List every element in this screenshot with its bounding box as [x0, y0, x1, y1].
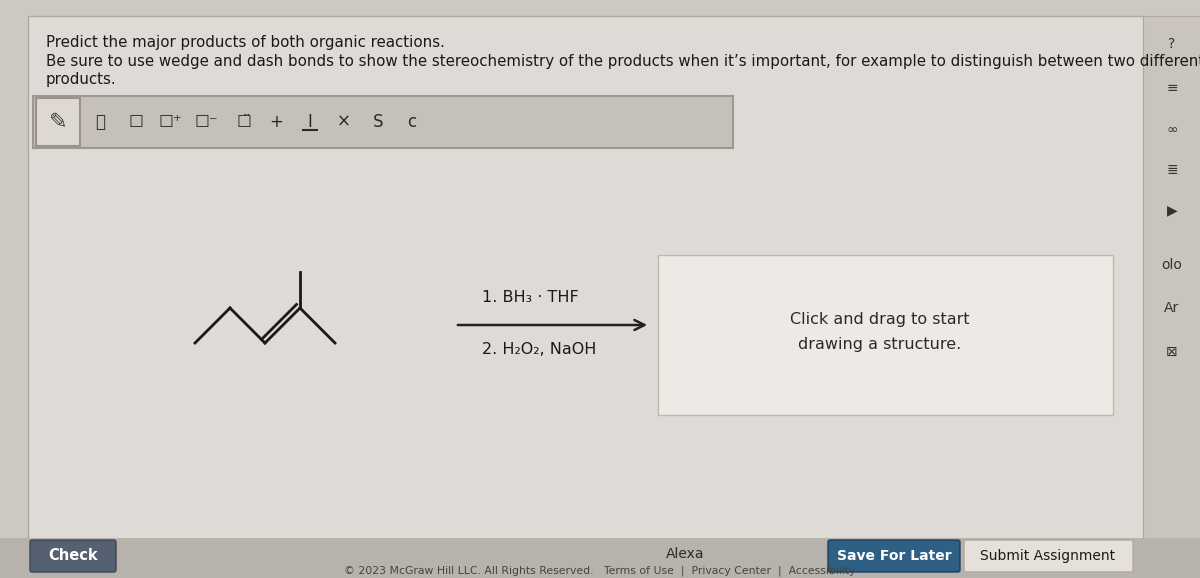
Bar: [658, 255, 1114, 415]
Text: Submit Assignment: Submit Assignment: [980, 549, 1116, 563]
Text: Check: Check: [48, 549, 98, 564]
Text: c: c: [408, 113, 416, 131]
FancyBboxPatch shape: [964, 540, 1133, 572]
Text: S: S: [373, 113, 383, 131]
Text: ?: ?: [1169, 37, 1176, 51]
Text: ∞: ∞: [1166, 123, 1177, 137]
Text: © 2023 McGraw Hill LLC. All Rights Reserved.   Terms of Use  |  Privacy Center  : © 2023 McGraw Hill LLC. All Rights Reser…: [344, 566, 856, 576]
Bar: [0, 538, 1200, 578]
Text: Click and drag to start
drawing a structure.: Click and drag to start drawing a struct…: [790, 312, 970, 352]
Text: ☐⁻: ☐⁻: [194, 113, 218, 131]
Text: Ar: Ar: [1164, 301, 1180, 315]
Text: olo: olo: [1162, 258, 1182, 272]
Text: ▶: ▶: [1166, 203, 1177, 217]
Bar: [1142, 16, 1200, 548]
Text: +: +: [269, 113, 283, 131]
Text: Save For Later: Save For Later: [836, 549, 952, 563]
Text: ≣: ≣: [1166, 163, 1178, 177]
Bar: [36, 98, 80, 146]
Text: ≡: ≡: [1166, 81, 1178, 95]
Text: ✋: ✋: [95, 113, 106, 131]
Text: ☐⁺: ☐⁺: [158, 113, 182, 131]
FancyBboxPatch shape: [828, 540, 960, 572]
Text: 2. H₂O₂, NaOH: 2. H₂O₂, NaOH: [482, 342, 596, 357]
Text: ⊠: ⊠: [1166, 345, 1178, 359]
Bar: [34, 96, 733, 148]
Text: Be sure to use wedge and dash bonds to show the stereochemistry of the products : Be sure to use wedge and dash bonds to s…: [46, 54, 1200, 69]
Text: ×: ×: [337, 113, 350, 131]
Text: ☐̈: ☐̈: [236, 113, 252, 131]
Text: products.: products.: [46, 72, 116, 87]
Text: Alexa: Alexa: [666, 547, 704, 561]
Text: Predict the major products of both organic reactions.: Predict the major products of both organ…: [46, 35, 445, 50]
FancyBboxPatch shape: [30, 540, 116, 572]
Text: 1. BH₃ · THF: 1. BH₃ · THF: [482, 290, 578, 305]
Text: ☐: ☐: [128, 113, 144, 131]
Text: ✎: ✎: [49, 112, 67, 132]
Text: I: I: [307, 113, 312, 131]
